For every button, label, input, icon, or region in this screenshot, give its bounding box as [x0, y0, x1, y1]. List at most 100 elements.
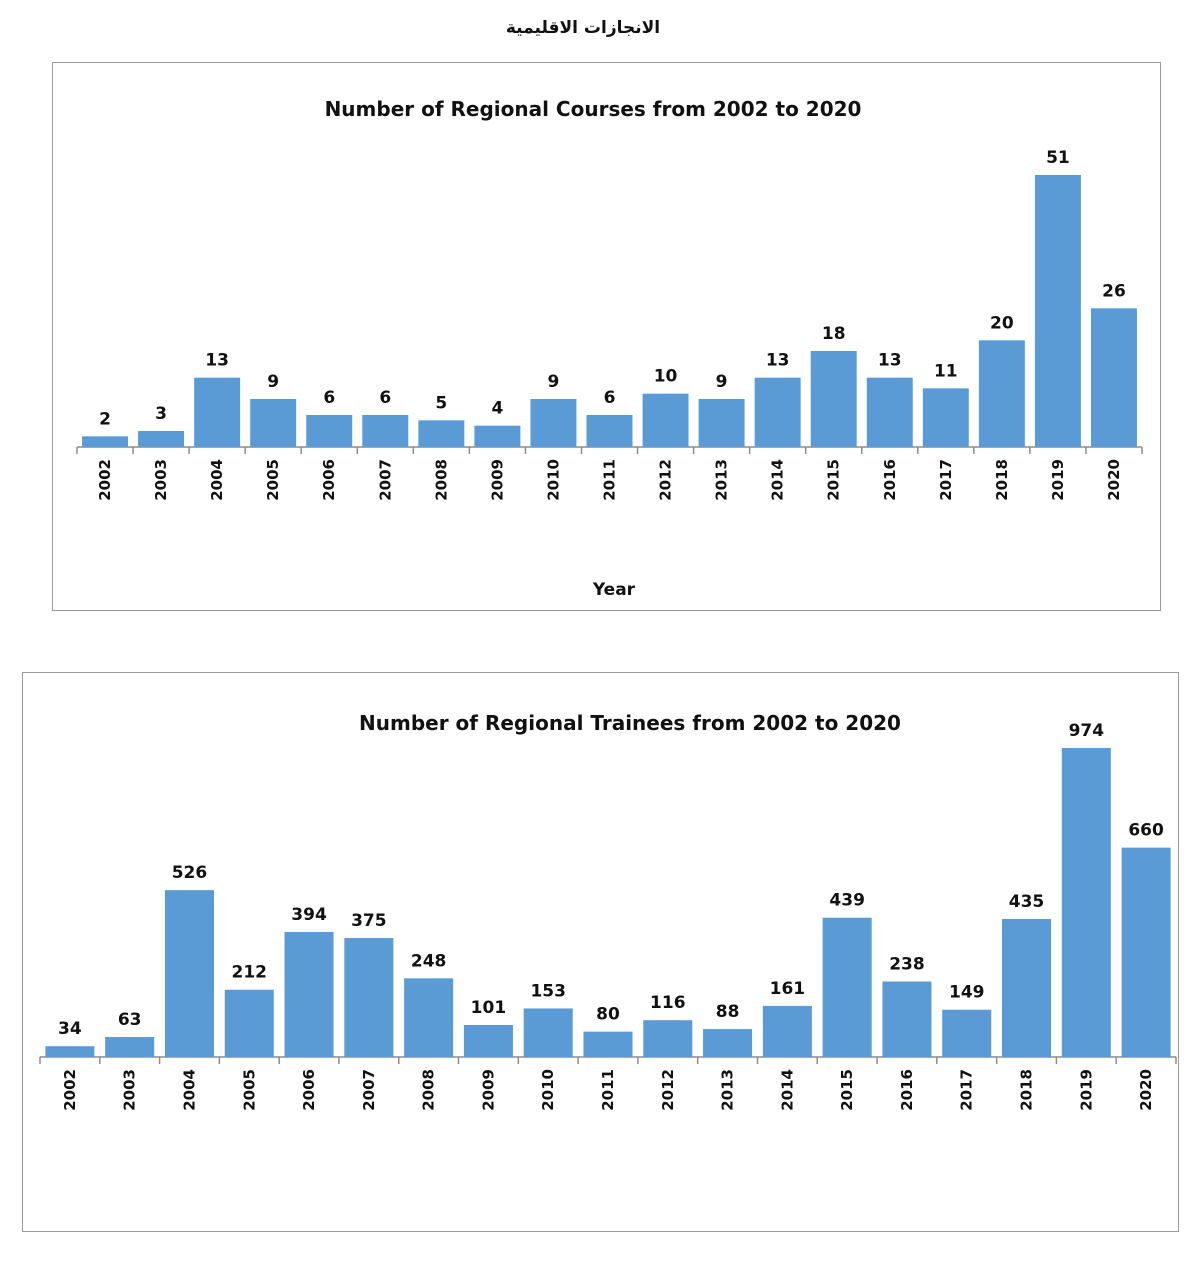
data-label: 88: [716, 1002, 740, 1022]
x-tick-label: 2003: [152, 459, 170, 501]
x-tick-label: 2003: [121, 1069, 139, 1111]
data-label: 9: [716, 372, 728, 392]
bar: [1090, 308, 1137, 447]
x-tick-label: 2014: [769, 459, 787, 501]
data-label: 974: [1069, 721, 1105, 741]
data-label: 2: [99, 409, 111, 429]
bar: [822, 917, 872, 1057]
chart-title: Number of Regional Trainees from 2002 to…: [359, 711, 901, 735]
bar: [418, 420, 465, 447]
courses-chart: Number of Regional Courses from 2002 to …: [76, 97, 1143, 600]
bar: [530, 399, 577, 447]
bar: [942, 1009, 992, 1057]
bar: [82, 436, 129, 447]
bar: [523, 1008, 573, 1057]
trainees-chart-panel: Number of Regional Trainees from 2002 to…: [22, 672, 1179, 1232]
data-label: 6: [323, 388, 335, 408]
page-title: الانجازات الاقليمية: [505, 18, 661, 38]
data-label: 149: [949, 983, 985, 1003]
x-tick-label: 2016: [881, 459, 899, 501]
bar: [224, 989, 274, 1057]
data-label: 248: [411, 951, 447, 971]
trainees-chart: Number of Regional Trainees from 2002 to…: [39, 711, 1177, 1111]
data-label: 10: [654, 367, 678, 387]
bar: [586, 415, 633, 447]
x-tick-label: 2016: [898, 1069, 916, 1111]
data-label: 9: [267, 372, 279, 392]
x-tick-label: 2012: [659, 1069, 677, 1111]
bar: [978, 340, 1025, 447]
x-tick-label: 2017: [958, 1069, 976, 1111]
bar: [164, 890, 214, 1057]
x-tick-label: 2009: [479, 1069, 497, 1111]
x-tick-label: 2013: [713, 459, 731, 501]
x-tick-label: 2008: [420, 1069, 438, 1111]
x-tick-label: 2019: [1077, 1069, 1095, 1111]
bar: [922, 388, 969, 447]
bar: [762, 1005, 812, 1057]
x-tick-label: 2008: [432, 459, 450, 501]
bar: [306, 415, 353, 447]
x-tick-label: 2011: [599, 1069, 617, 1111]
data-label: 34: [58, 1019, 82, 1039]
x-tick-label: 2014: [778, 1069, 796, 1111]
data-label: 13: [878, 351, 902, 371]
data-label: 6: [379, 388, 391, 408]
x-tick-label: 2006: [300, 1069, 318, 1111]
data-label: 13: [205, 351, 229, 371]
data-label: 80: [596, 1005, 620, 1025]
data-label: 238: [889, 954, 925, 974]
data-label: 161: [770, 979, 806, 999]
x-tick-label: 2002: [96, 459, 114, 501]
x-tick-label: 2011: [601, 459, 619, 501]
bar: [1121, 847, 1171, 1057]
bar: [362, 415, 409, 447]
data-label: 375: [351, 911, 387, 931]
x-axis-label: Year: [592, 580, 636, 600]
x-tick-label: 2007: [360, 1069, 378, 1111]
x-tick-label: 2018: [1018, 1069, 1036, 1111]
data-label: 9: [548, 372, 560, 392]
x-tick-label: 2002: [61, 1069, 79, 1111]
x-tick-label: 2007: [376, 459, 394, 501]
bar: [138, 431, 185, 447]
bar: [463, 1024, 513, 1057]
data-label: 18: [822, 324, 846, 344]
courses-chart-panel: Number of Regional Courses from 2002 to …: [52, 62, 1161, 611]
x-tick-label: 2006: [320, 459, 338, 501]
x-tick-label: 2020: [1105, 459, 1123, 501]
data-label: 394: [291, 905, 327, 925]
data-label: 26: [1102, 281, 1126, 301]
x-tick-label: 2015: [825, 459, 843, 501]
data-label: 660: [1128, 821, 1164, 841]
x-tick-label: 2005: [264, 459, 282, 501]
x-tick-label: 2012: [657, 459, 675, 501]
data-label: 439: [829, 891, 865, 911]
bar: [643, 1020, 693, 1057]
data-label: 116: [650, 993, 686, 1013]
data-label: 212: [232, 963, 268, 983]
bar: [1061, 748, 1111, 1057]
x-tick-label: 2009: [488, 459, 506, 501]
x-tick-label: 2013: [719, 1069, 737, 1111]
x-tick-label: 2004: [180, 1069, 198, 1111]
x-tick-label: 2010: [544, 459, 562, 501]
data-label: 11: [934, 361, 958, 381]
bar: [250, 399, 297, 447]
data-label: 3: [155, 404, 167, 424]
bar: [1034, 175, 1081, 447]
x-tick-label: 2005: [240, 1069, 258, 1111]
bar: [754, 377, 801, 447]
data-label: 51: [1046, 148, 1070, 168]
data-label: 20: [990, 313, 1014, 333]
x-tick-label: 2015: [838, 1069, 856, 1111]
chart-title: Number of Regional Courses from 2002 to …: [325, 97, 862, 121]
data-label: 63: [118, 1010, 142, 1030]
bar: [1002, 918, 1052, 1057]
bar: [583, 1031, 633, 1057]
x-tick-label: 2004: [208, 459, 226, 501]
bar: [866, 377, 913, 447]
bar: [698, 399, 745, 447]
x-tick-label: 2020: [1137, 1069, 1155, 1111]
bar: [105, 1037, 155, 1057]
